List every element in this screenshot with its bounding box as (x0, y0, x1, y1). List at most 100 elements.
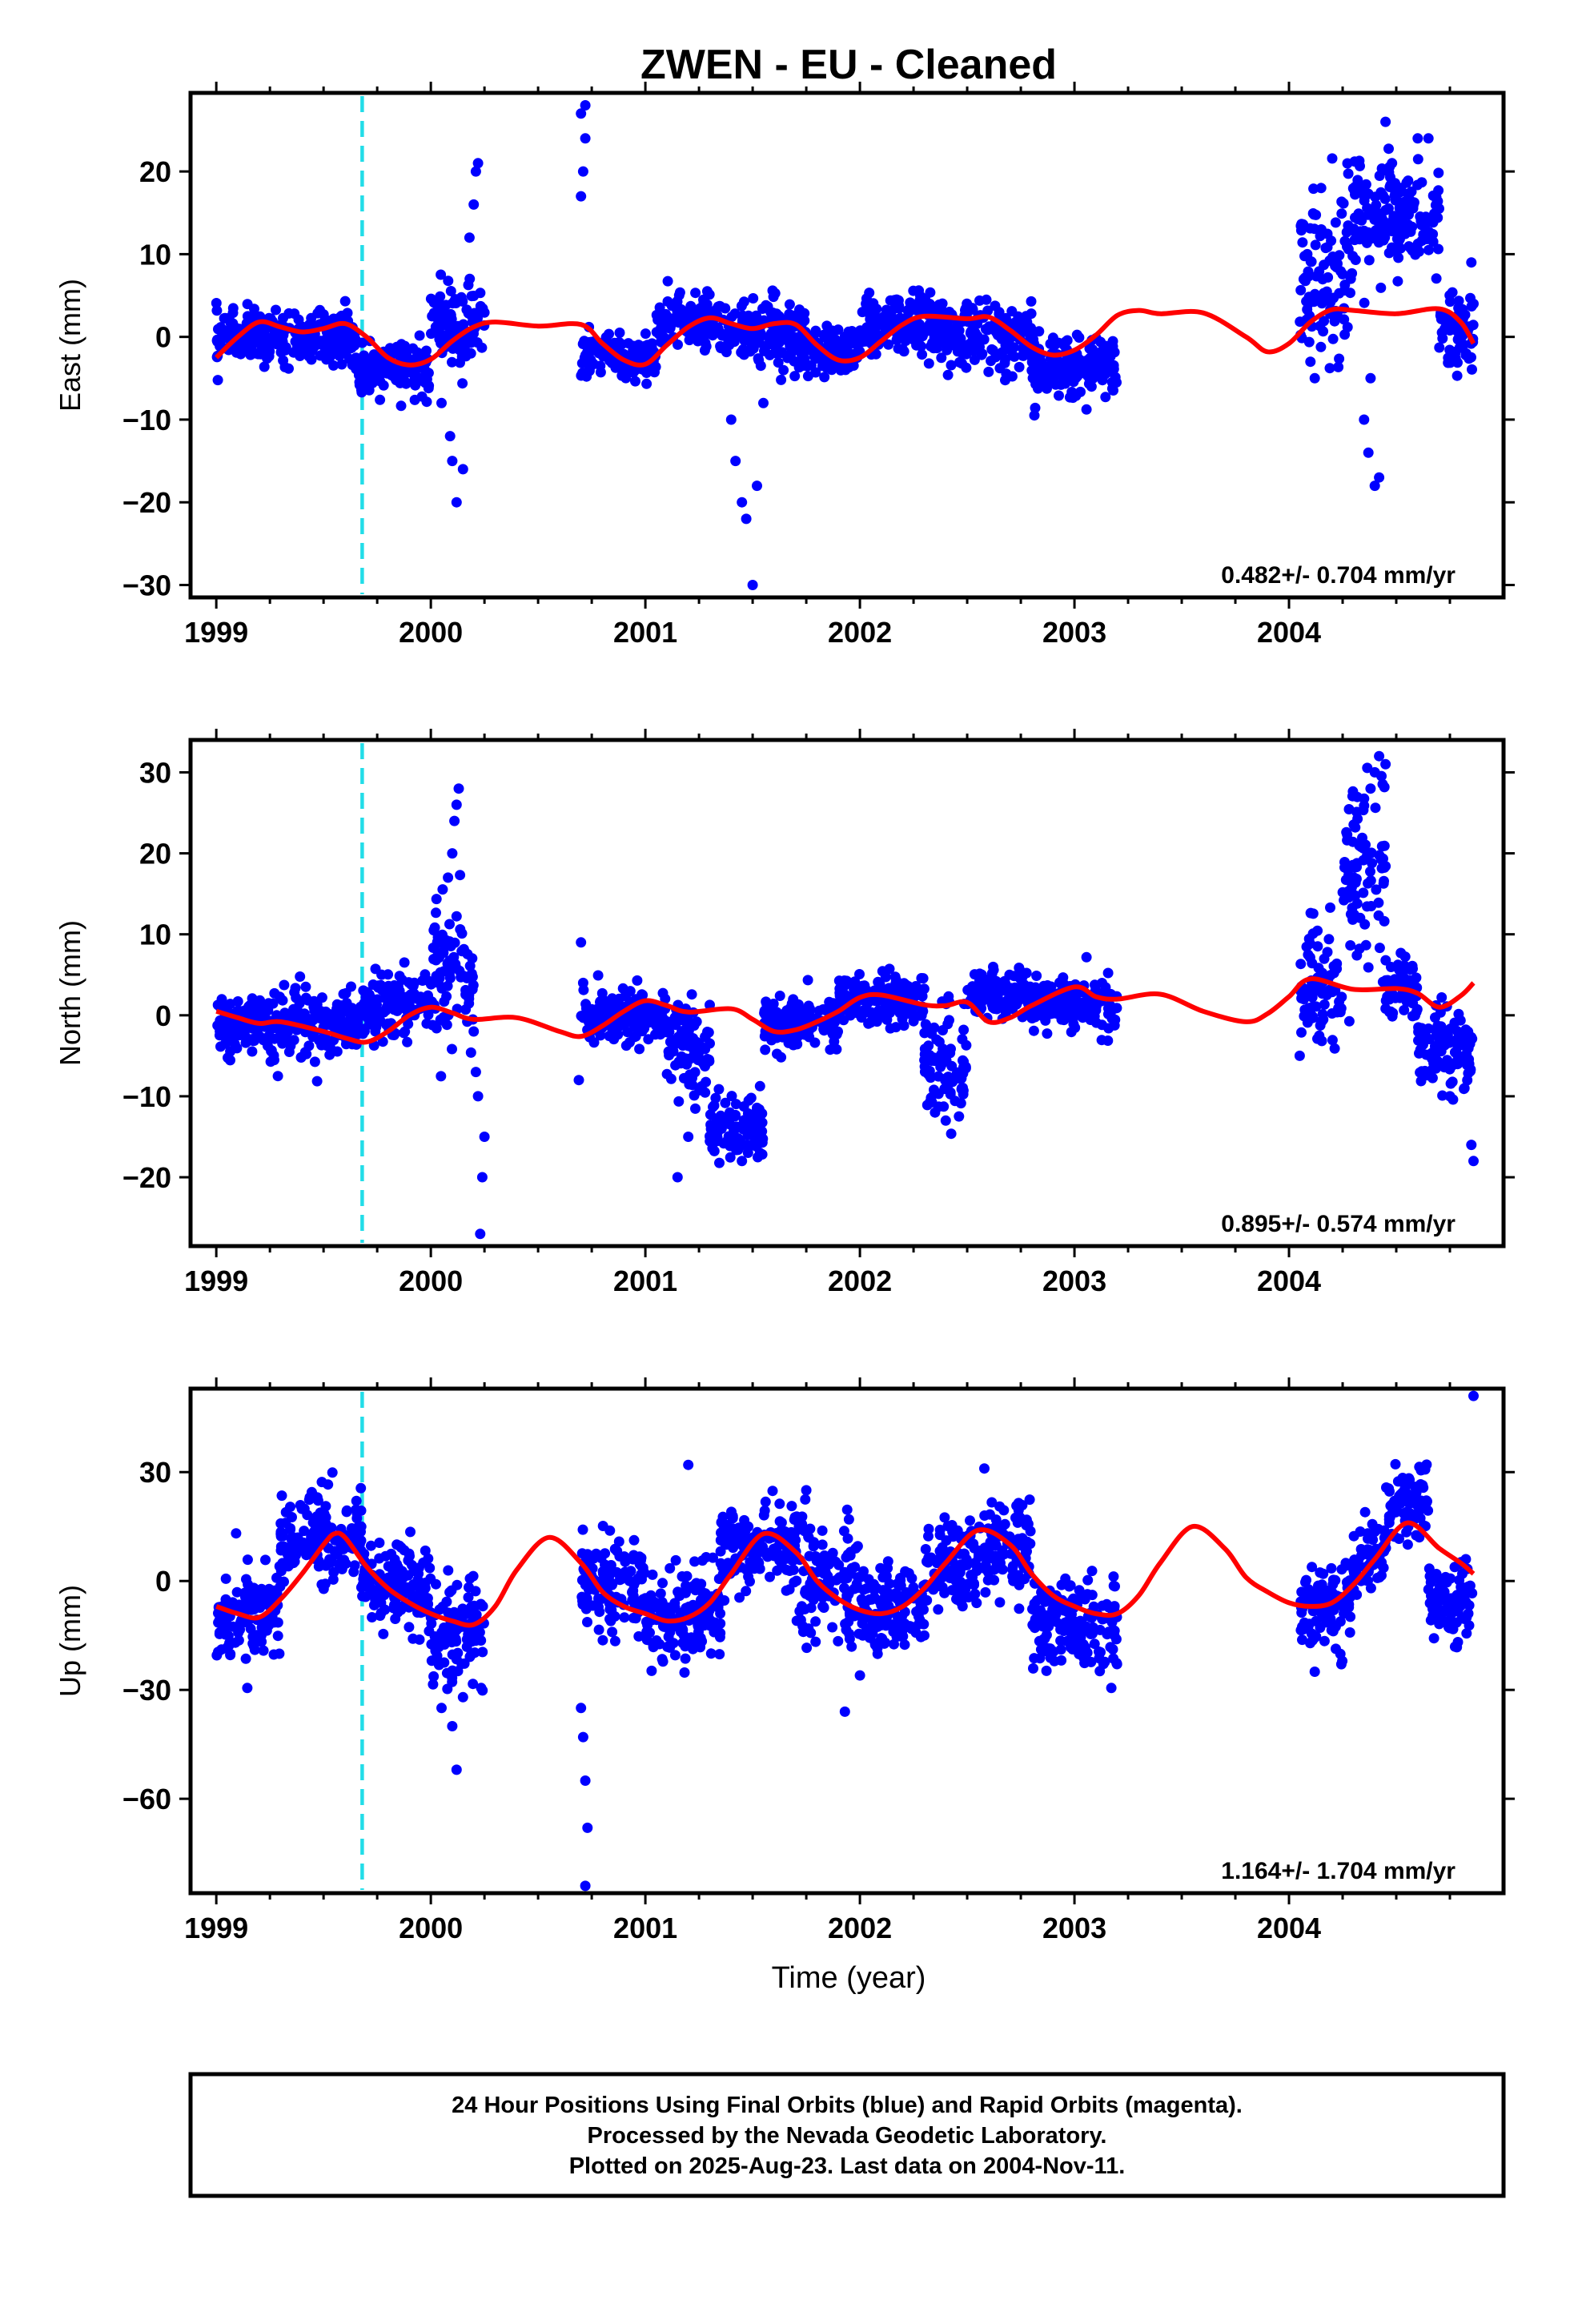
north-data-point (438, 1011, 449, 1023)
east-data-point (1108, 385, 1118, 396)
north-y-axis-label: North (mm) (54, 920, 86, 1066)
up-data-point (444, 1586, 456, 1598)
north-data-point (874, 979, 885, 990)
up-data-point (722, 1558, 733, 1569)
north-data-point (1030, 985, 1042, 996)
east-outlier-point (1374, 472, 1385, 483)
north-data-point (1096, 1035, 1107, 1046)
up-data-point (285, 1523, 296, 1534)
north-data-point (232, 996, 243, 1007)
north-x-tick-label: 2001 (613, 1265, 677, 1297)
east-data-point (1363, 255, 1375, 266)
east-data-point (1350, 255, 1361, 265)
east-data-point (1054, 390, 1064, 401)
east-data-point (666, 314, 677, 325)
north-data-point (447, 1043, 457, 1055)
north-data-point (962, 984, 974, 995)
north-data-point (1362, 762, 1373, 774)
north-x-tick-label: 2000 (399, 1265, 463, 1297)
north-data-point (754, 1119, 765, 1130)
up-data-point (380, 1550, 391, 1562)
north-data-point (1393, 963, 1404, 974)
north-data-point (685, 1069, 696, 1080)
up-data-point (468, 1679, 479, 1690)
north-data-point (885, 1023, 896, 1034)
up-data-point (240, 1653, 251, 1664)
east-data-point (1350, 189, 1360, 200)
east-outlier-point (1380, 116, 1391, 127)
north-data-point (468, 979, 479, 991)
east-data-point (1339, 329, 1351, 340)
east-data-point (1084, 343, 1095, 354)
up-data-point (424, 1562, 436, 1574)
north-data-point (442, 958, 453, 969)
east-data-point (1433, 167, 1444, 179)
up-data-point (669, 1598, 681, 1609)
north-outlier-point (451, 799, 462, 810)
east-data-point (849, 336, 860, 348)
east-outlier-point (730, 456, 741, 467)
north-data-point (1109, 1019, 1120, 1031)
east-data-point (1026, 296, 1037, 307)
east-model-curve (215, 306, 1476, 368)
east-data-point (848, 360, 859, 371)
east-data-point (1026, 356, 1038, 368)
east-data-point (351, 352, 363, 364)
east-data-point (1416, 177, 1427, 188)
north-outlier-point (1369, 766, 1380, 778)
east-data-point (1106, 360, 1117, 371)
up-data-point (440, 1622, 452, 1634)
north-data-point (1358, 805, 1369, 816)
east-data-point (1037, 372, 1048, 383)
east-data-point (769, 340, 781, 352)
north-data-point (1343, 1015, 1355, 1027)
east-data-point (367, 364, 378, 374)
east-data-point (328, 360, 339, 371)
up-data-point (786, 1501, 797, 1512)
north-data-point (1463, 1026, 1474, 1037)
up-data-point (641, 1634, 652, 1646)
north-data-point (944, 1015, 954, 1026)
up-data-point (404, 1622, 415, 1633)
up-data-point (758, 1510, 769, 1521)
north-data-point (394, 971, 405, 982)
north-data-point (1435, 1027, 1446, 1038)
north-data-point (311, 1012, 322, 1023)
east-data-point (925, 287, 936, 298)
north-data-point (256, 1008, 267, 1019)
up-data-point (642, 1619, 653, 1630)
east-data-point (1315, 320, 1326, 332)
north-data-point (745, 1092, 757, 1104)
north-data-point (686, 989, 697, 1000)
east-data-point (821, 320, 833, 332)
east-data-point (321, 354, 332, 365)
east-data-point (1375, 282, 1387, 293)
north-outlier-point (470, 1067, 481, 1078)
east-data-point (1345, 273, 1356, 284)
north-data-point (1036, 1006, 1047, 1017)
north-y-tick-label: 0 (155, 999, 171, 1032)
north-data-point (689, 1090, 700, 1101)
north-data-point (1370, 802, 1381, 814)
up-data-point (276, 1490, 287, 1502)
up-data-point (765, 1571, 775, 1582)
north-data-point (720, 1097, 731, 1108)
east-outlier-point (1412, 133, 1423, 144)
north-data-point (1345, 890, 1356, 901)
up-data-point (708, 1552, 718, 1563)
east-data-point (1103, 348, 1114, 359)
east-data-point (306, 312, 317, 324)
north-data-point (247, 1046, 258, 1057)
east-data-point (604, 328, 614, 340)
east-outlier-point (725, 414, 737, 425)
east-data-point (1299, 251, 1310, 262)
east-data-point (1402, 188, 1413, 199)
north-data-point (1400, 975, 1411, 985)
north-data-point (774, 991, 785, 1001)
north-outlier-point (930, 1107, 941, 1118)
east-data-point (211, 305, 223, 316)
up-data-point (745, 1576, 755, 1587)
north-data-point (620, 1040, 632, 1051)
north-data-point (1313, 963, 1324, 974)
east-data-point (1013, 311, 1024, 322)
